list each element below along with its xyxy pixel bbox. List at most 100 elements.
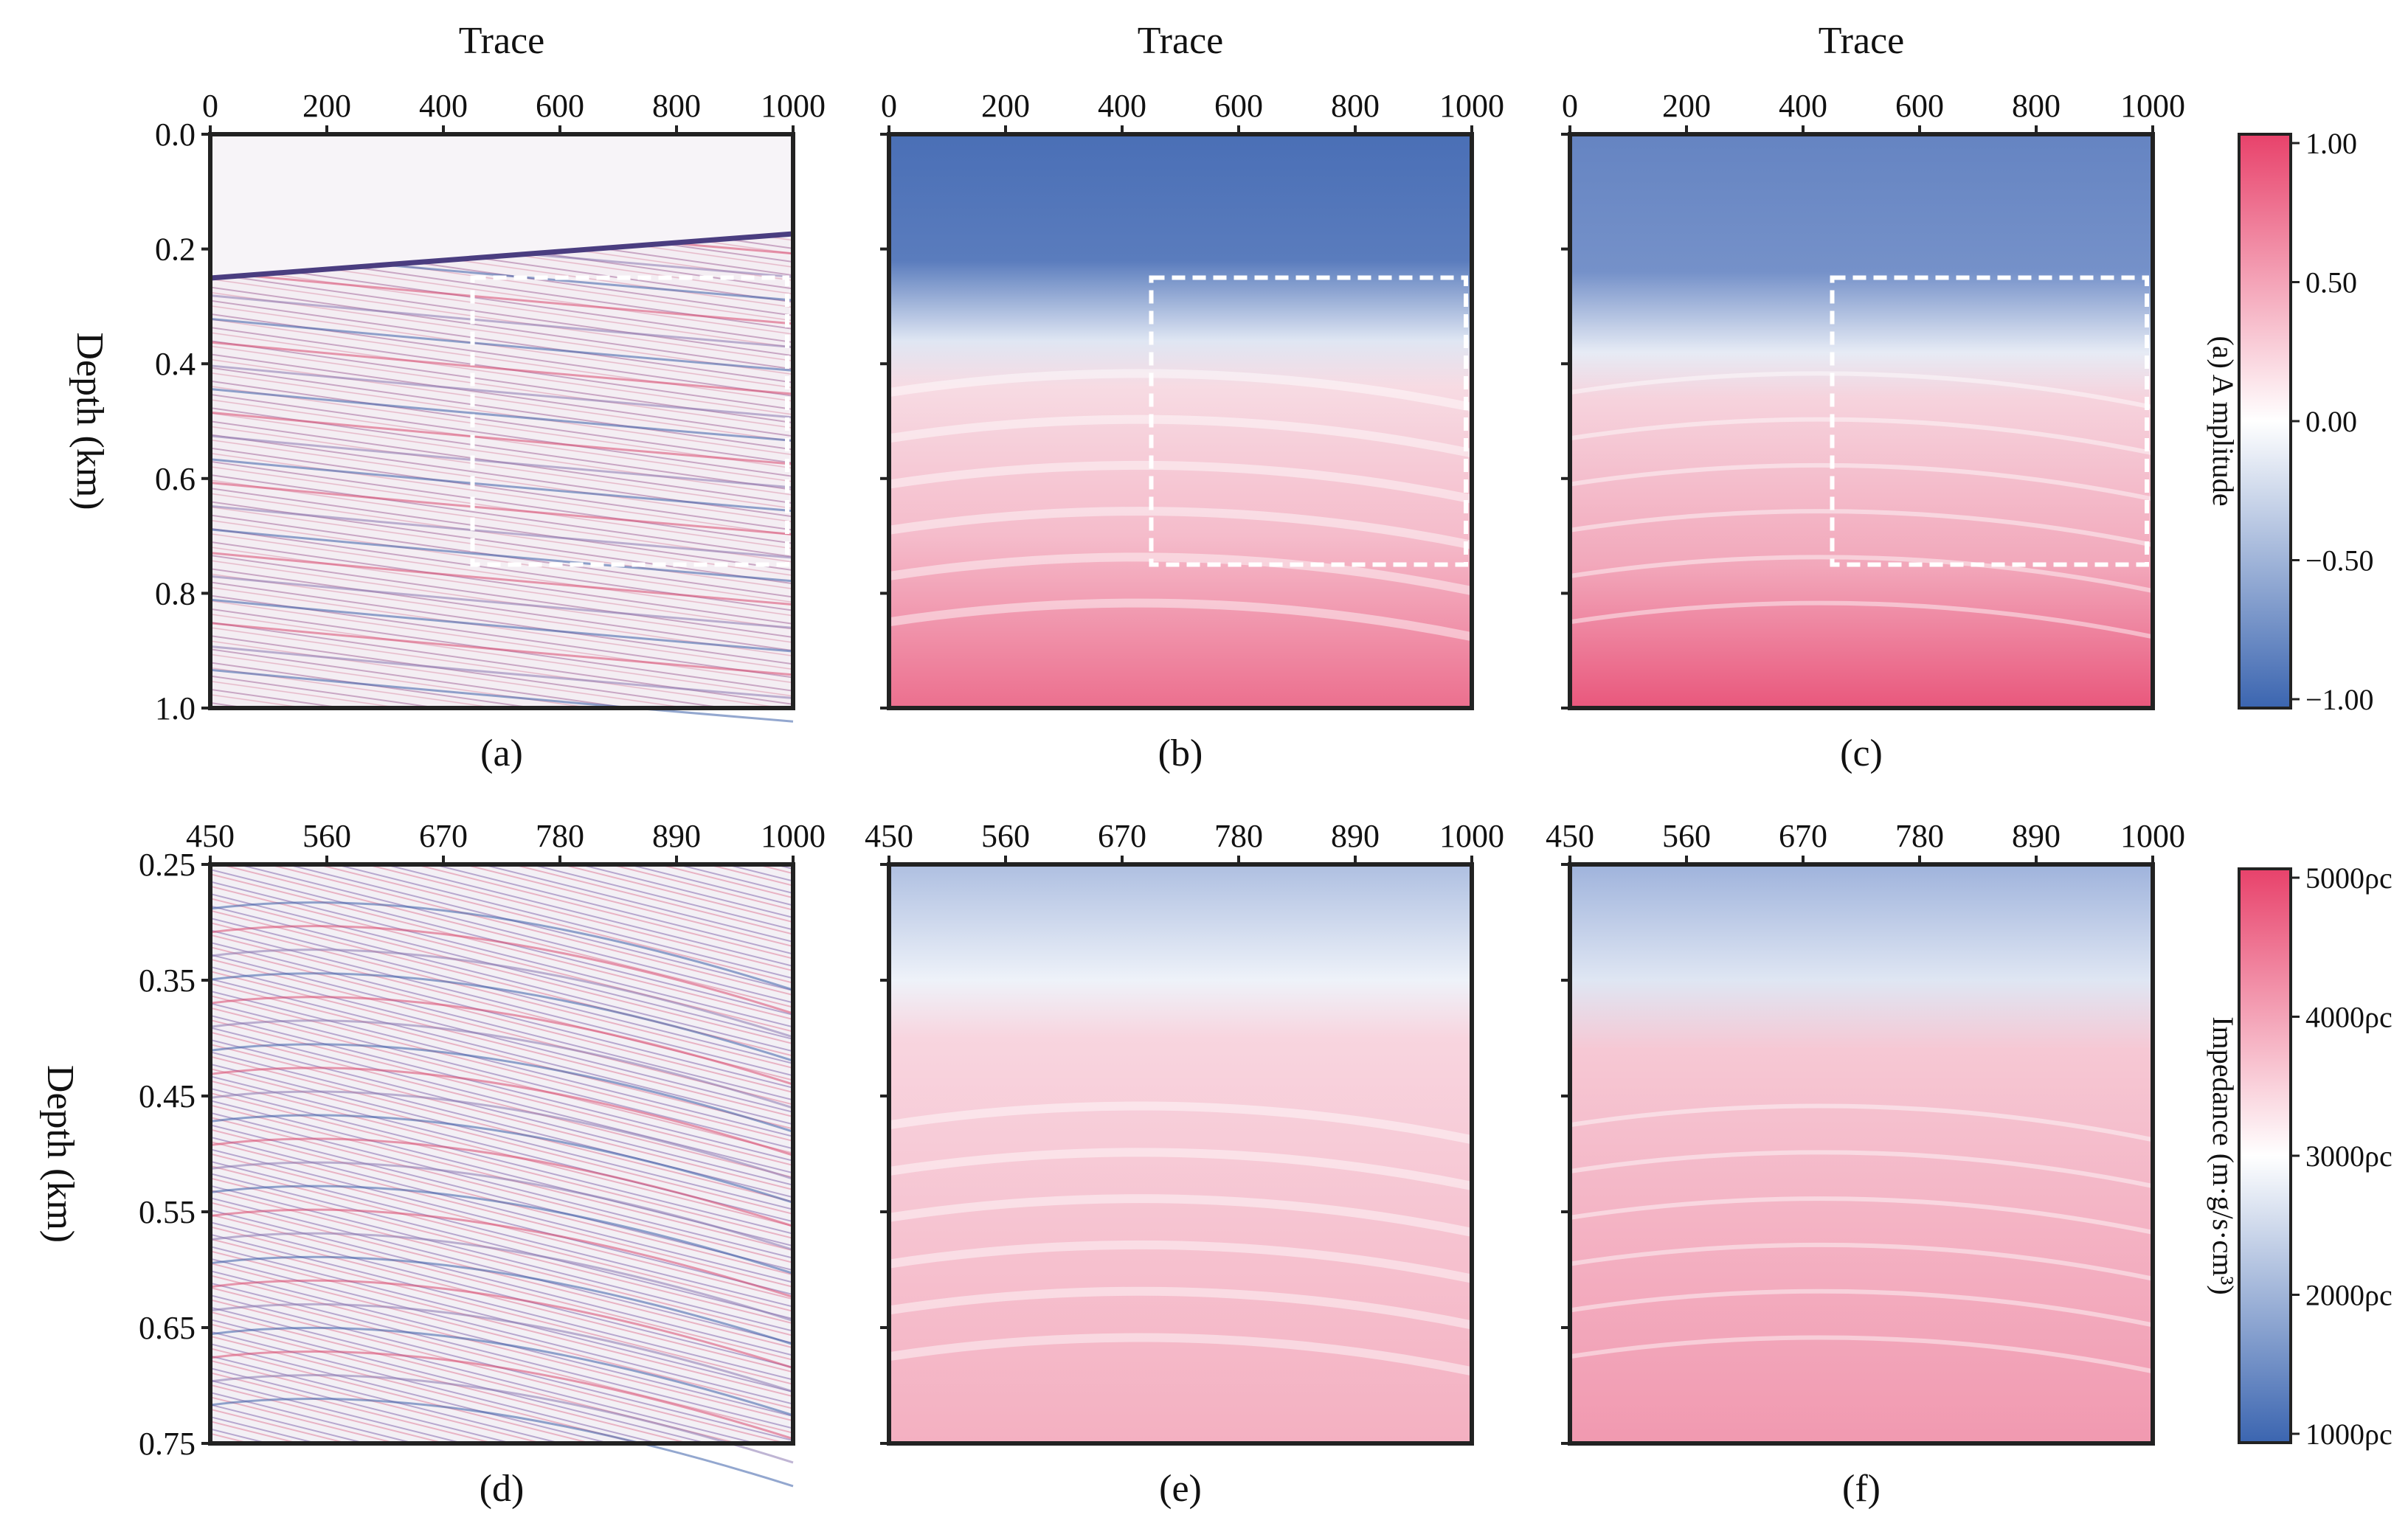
seismic-reflector	[210, 1185, 794, 1274]
seismic-reflector	[210, 1090, 794, 1180]
impedance-layer	[888, 415, 1473, 458]
panel-label: (f)	[1842, 1468, 1881, 1510]
colorbar-tick-label: 0.50	[2305, 266, 2357, 299]
x-tick-label: 400	[1779, 88, 1827, 124]
seismic-reflector	[210, 622, 794, 676]
impedance-layer	[1569, 600, 2153, 639]
impedance-layer	[1569, 462, 2153, 502]
panel-label: (e)	[1159, 1468, 1202, 1510]
impedance-layer	[1569, 417, 2153, 456]
seismic-reflector	[210, 1019, 794, 1109]
zoom-box	[1830, 275, 2149, 567]
seismic-reflector	[210, 996, 794, 1086]
colorbar-tick-label: 5000ρc	[2305, 861, 2393, 895]
seismic-reflector	[210, 1043, 794, 1133]
colorbar-tick-label: 2000ρc	[2305, 1279, 2393, 1312]
panel-label: (c)	[1840, 732, 1883, 774]
panel-a: 0 200 400 600 800 1000 0.0 0.2 0.4 0.6 0.8 1.0 Trace…	[69, 20, 826, 774]
panel-label: (d)	[480, 1468, 525, 1510]
panel-f: 450 560 670 780 890 1000 (f)	[1546, 818, 2185, 1510]
colorbar-tick-label: 3000ρc	[2305, 1140, 2393, 1173]
colorbar-title: (a) A mplitude	[2207, 336, 2240, 506]
y-tick-label: 0.2	[155, 232, 196, 268]
x-tick-label: 450	[186, 818, 235, 854]
x-tick-label: 0	[1562, 88, 1578, 124]
axes-frame	[1568, 862, 2155, 1446]
impedance-layer	[1569, 509, 2153, 547]
seismic-reflector	[210, 1067, 794, 1156]
x-tick-label: 600	[1214, 88, 1263, 124]
axes-frame	[1568, 132, 2155, 710]
colorbar-1: 1.00 0.50 0.00 −0.50 −1.00 (a) A mplitude	[2207, 127, 2374, 716]
x-axis-title: Trace	[1138, 20, 1224, 62]
colorbar-tick-label: 1.00	[2305, 127, 2357, 160]
x-tick-label: 800	[1331, 88, 1380, 124]
impedance-layer	[1569, 555, 2153, 594]
y-tick-label: 1.0	[155, 690, 196, 726]
seismic-reflector	[210, 1232, 794, 1322]
seismic-reflector	[210, 575, 794, 629]
colorbar-tick-label: −0.50	[2305, 544, 2374, 578]
seismic-reflector	[210, 364, 794, 419]
y-tick-label: 0.35	[139, 963, 196, 999]
impedance-layer	[1569, 1289, 2153, 1328]
impedance-layer	[888, 1148, 1473, 1190]
colorbar-tick-label: 4000ρc	[2305, 1001, 2393, 1034]
x-axis-title: Trace	[459, 20, 545, 62]
x-tick-label: 670	[419, 818, 468, 854]
x-tick-label: 1000	[2120, 88, 2185, 124]
panel-c: 0 200 400 600 800 1000 Trace (c)	[1561, 20, 2185, 774]
seismic-reflector	[210, 1255, 794, 1346]
impedance-layer	[888, 1286, 1473, 1330]
heatmap-image	[889, 864, 1472, 1443]
x-tick-label: 200	[302, 88, 351, 124]
x-axis-title: Trace	[1819, 20, 1905, 62]
seismic-reflector	[210, 645, 794, 700]
impedance-layer	[1569, 1103, 2153, 1142]
y-axis-title: Depth (km)	[39, 1065, 81, 1243]
x-tick-label: 1000	[2120, 818, 2185, 854]
seismic-reflector	[210, 948, 794, 1038]
axes-frame	[887, 862, 1474, 1446]
colorbar-scale	[2238, 867, 2292, 1444]
seismic-reflector	[210, 925, 794, 1015]
seismic-reflector	[210, 388, 794, 443]
x-tick-label: 0	[881, 88, 897, 124]
x-tick-label: 560	[981, 818, 1030, 854]
seafloor-reflector	[210, 231, 794, 281]
panel-d: 450 560 670 780 890 1000 0.25 0.35 0.45 0.55 0.65 0…	[39, 818, 826, 1510]
impedance-layer	[888, 1333, 1473, 1376]
heatmap-image	[1570, 864, 2153, 1443]
panel-b: 0 200 400 600 800 1000 Trace (b)	[880, 20, 1504, 774]
seismic-reflector	[210, 901, 794, 991]
impedance-layer	[1569, 371, 2153, 410]
x-tick-label: 1000	[1439, 818, 1504, 854]
impedance-layer	[888, 460, 1473, 504]
zoom-box	[1149, 275, 1468, 567]
impedance-layer	[1569, 1196, 2153, 1235]
x-tick-label: 890	[2012, 818, 2061, 854]
seismic-reflector	[210, 552, 794, 606]
y-tick-label: 0.6	[155, 461, 196, 497]
colorbar-tick-label: −1.00	[2305, 683, 2374, 716]
x-tick-label: 890	[652, 818, 701, 854]
seismic-reflector	[210, 1137, 794, 1227]
panel-label: (b)	[1158, 732, 1203, 774]
y-tick-label: 0.75	[139, 1426, 196, 1462]
seismic-reflector	[210, 1373, 794, 1464]
x-tick-label: 600	[536, 88, 584, 124]
x-tick-label: 1000	[1439, 88, 1504, 124]
water-layer	[210, 134, 793, 278]
x-tick-label: 600	[1895, 88, 1944, 124]
seismic-reflector	[210, 1279, 794, 1370]
x-tick-label: 1000	[761, 818, 826, 854]
colorbar-title: Impedance (m·g/s·cm³)	[2207, 1016, 2240, 1294]
seismic-reflector	[210, 1350, 794, 1440]
x-tick-label: 560	[302, 818, 351, 854]
panel-label: (a)	[480, 732, 523, 774]
heatmap-image	[1570, 134, 2153, 708]
x-tick-label: 0	[202, 88, 218, 124]
impedance-layer	[888, 369, 1473, 412]
x-tick-label: 200	[981, 88, 1030, 124]
